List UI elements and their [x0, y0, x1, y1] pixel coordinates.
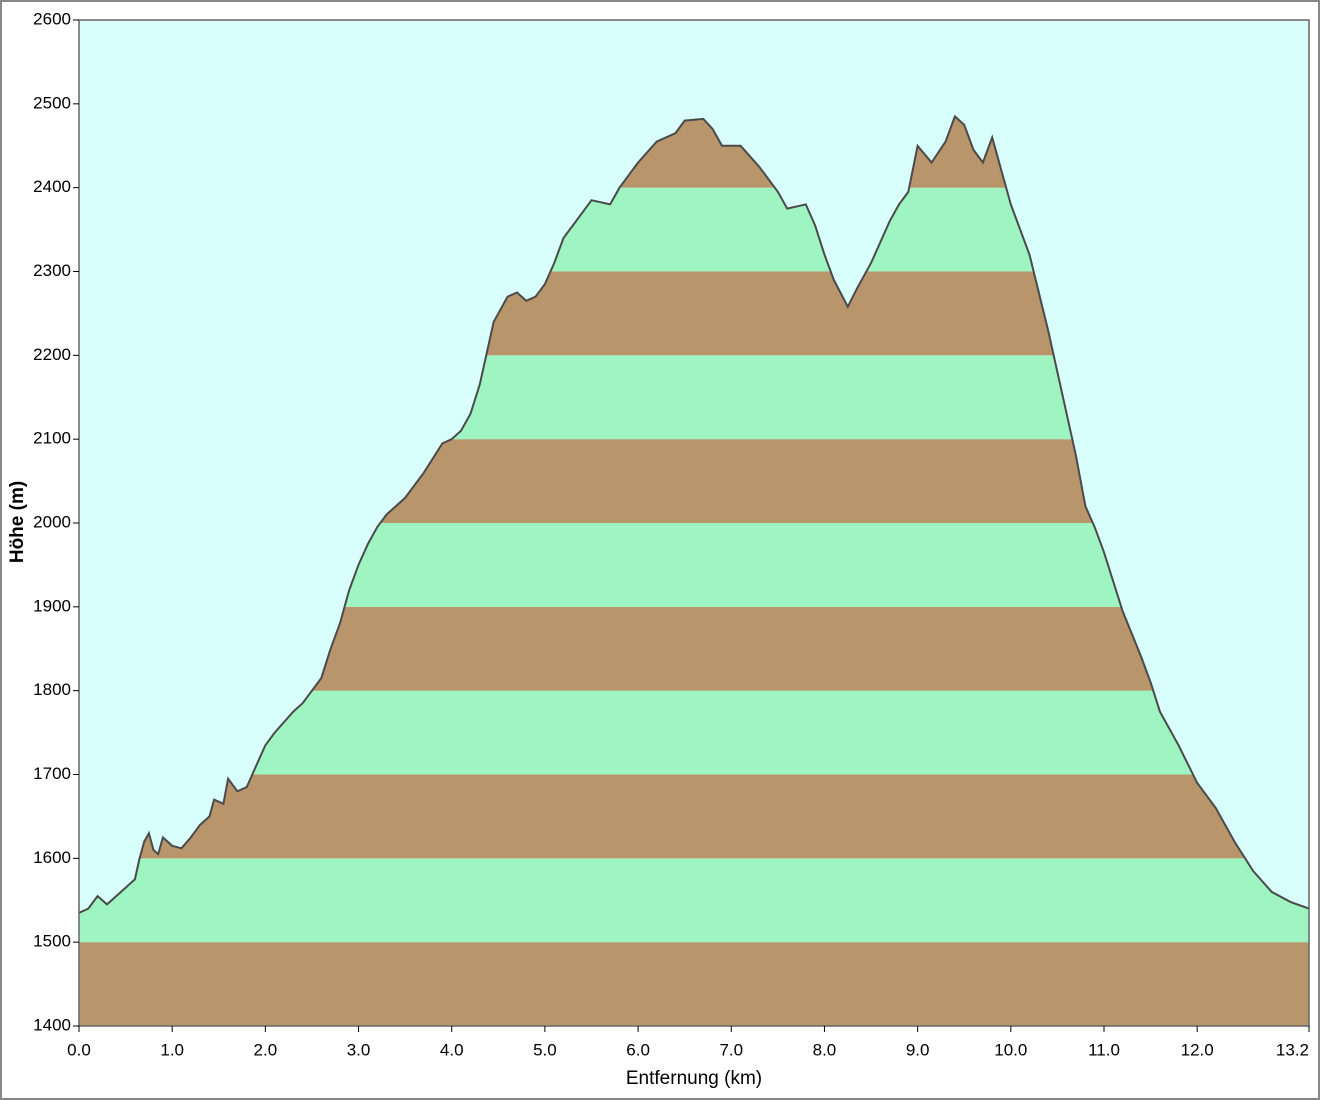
x-tick-label: 12.0 [1181, 1040, 1214, 1059]
x-tick-label: 11.0 [1088, 1040, 1120, 1059]
band [79, 774, 1309, 859]
x-tick-label: 4.0 [440, 1040, 464, 1059]
x-tick-label: 9.0 [906, 1040, 930, 1059]
band [79, 942, 1309, 1026]
y-tick-label: 1400 [33, 1015, 71, 1034]
y-tick-label: 2100 [33, 429, 71, 448]
band [79, 858, 1309, 943]
y-tick-label: 2600 [33, 9, 71, 28]
y-tick-label: 1500 [33, 932, 71, 951]
y-tick-label: 2400 [33, 177, 71, 196]
y-tick-label: 1900 [33, 596, 71, 615]
y-tick-label: 1800 [33, 680, 71, 699]
y-tick-label: 2500 [33, 93, 71, 112]
y-tick-label: 2200 [33, 345, 71, 364]
y-tick-label: 1600 [33, 848, 71, 867]
x-tick-label: 2.0 [254, 1040, 278, 1059]
x-axis-title: Entfernung (km) [626, 1068, 762, 1089]
x-tick-label: 1.0 [160, 1040, 184, 1059]
y-tick-label: 2300 [33, 261, 71, 280]
x-tick-label: 5.0 [533, 1040, 557, 1059]
y-tick-label: 1700 [33, 764, 71, 783]
x-tick-label: 0.0 [67, 1040, 91, 1059]
elevation-line [78, 114, 1310, 914]
x-tick-label: 8.0 [813, 1040, 837, 1059]
x-tick-label: 3.0 [347, 1040, 371, 1059]
x-tick-label: 7.0 [719, 1040, 743, 1059]
x-tick-label: 6.0 [626, 1040, 650, 1059]
x-tick-label: 10.0 [994, 1040, 1027, 1059]
y-axis-title: Höhe (m) [7, 481, 28, 563]
y-tick-label: 2000 [33, 512, 71, 531]
x-tick-label: 13.2 [1276, 1040, 1309, 1059]
